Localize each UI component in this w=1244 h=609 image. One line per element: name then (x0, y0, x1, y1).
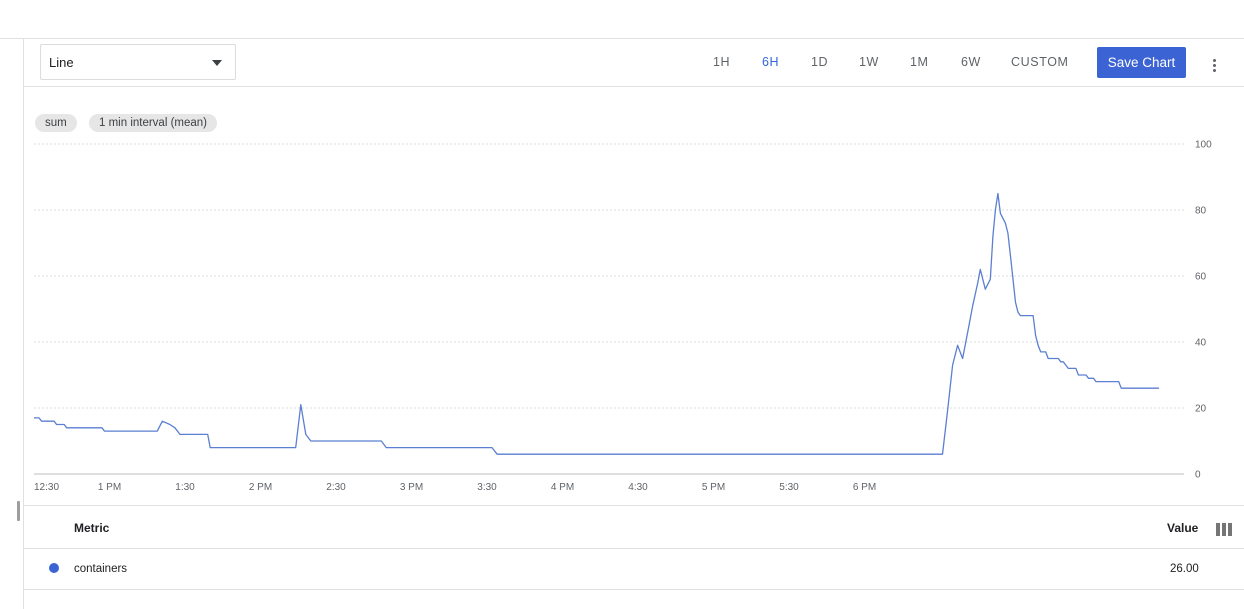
aggregation-chip[interactable]: sum (35, 114, 77, 132)
x-tick-label: 4 PM (551, 482, 574, 493)
chart-type-select[interactable]: Line (40, 44, 236, 80)
columns-icon[interactable] (1216, 523, 1233, 536)
top-strip (0, 0, 1244, 39)
chart-type-value: Line (49, 55, 74, 70)
x-tick-label: 1:30 (175, 482, 195, 493)
x-tick-label: 4:30 (628, 482, 648, 493)
y-tick-label: 100 (1195, 140, 1212, 151)
y-tick-label: 80 (1195, 206, 1207, 217)
range-button-1w[interactable]: 1W (859, 55, 879, 69)
y-tick-label: 20 (1195, 404, 1207, 415)
x-tick-label: 3:30 (477, 482, 497, 493)
value-column-header[interactable]: Value (1167, 521, 1199, 535)
series-color-dot (49, 563, 59, 573)
save-chart-button[interactable]: Save Chart (1097, 47, 1186, 78)
range-button-custom[interactable]: CUSTOM (1011, 55, 1069, 69)
x-tick-label: 3 PM (400, 482, 423, 493)
x-tick-label: 2 PM (249, 482, 272, 493)
interval-chip[interactable]: 1 min interval (mean) (89, 114, 218, 132)
y-tick-label: 40 (1195, 338, 1207, 349)
range-button-1h[interactable]: 1H (713, 55, 731, 69)
legend-bottom-divider (24, 589, 1244, 590)
range-button-6h[interactable]: 6H (762, 55, 780, 69)
metric-column-header[interactable]: Metric (74, 521, 110, 535)
x-tick-label: 2:30 (326, 482, 346, 493)
resize-handle[interactable] (17, 501, 20, 521)
range-button-1m[interactable]: 1M (910, 55, 929, 69)
series-line-containers (34, 192, 1159, 455)
legend-series-name: containers (74, 563, 128, 575)
chevron-down-icon (212, 60, 222, 66)
range-button-6w[interactable]: 6W (961, 55, 981, 69)
line-chart: 0 20 40 60 80 100 12:30 1 PM 1:30 2 PM 2:30 3 PM 3:… (34, 140, 1212, 493)
y-tick-label: 60 (1195, 272, 1207, 283)
legend-header-divider (24, 548, 1244, 549)
y-tick-label: 0 (1195, 470, 1201, 481)
range-button-1d[interactable]: 1D (811, 55, 829, 69)
more-options-icon[interactable] (1212, 59, 1218, 73)
legend-series-value: 26.00 (1170, 563, 1199, 575)
left-rail (0, 39, 24, 609)
x-tick-label: 5 PM (702, 482, 725, 493)
chart-toolbar: Line 1H 6H 1D 1W 1M 6W CUSTOM Save Chart (24, 39, 1244, 87)
x-tick-label: 12:30 (34, 482, 59, 493)
x-tick-label: 5:30 (779, 482, 799, 493)
legend-top-divider (24, 505, 1244, 506)
x-tick-label: 6 PM (853, 482, 876, 493)
x-tick-label: 1 PM (98, 482, 121, 493)
